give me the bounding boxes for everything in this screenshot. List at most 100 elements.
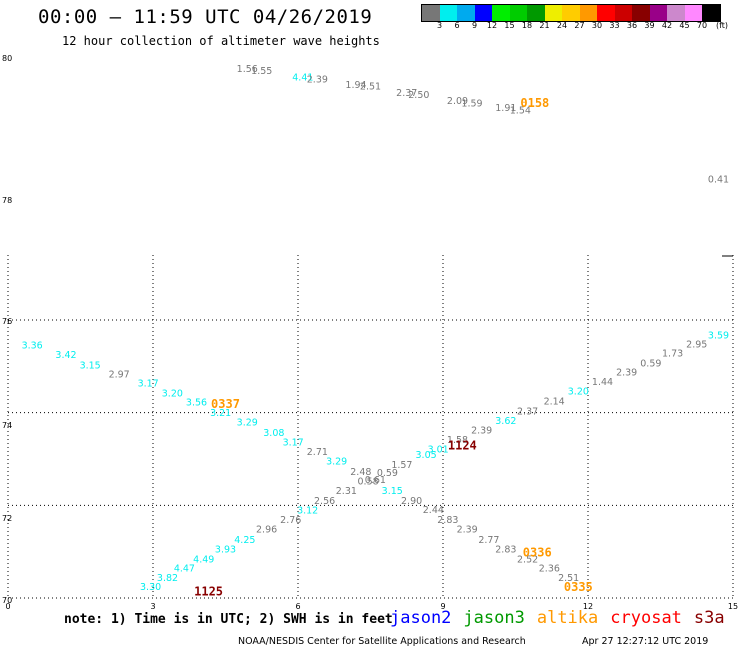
colorbar-swatch	[492, 5, 510, 21]
wave-height-value: 3.21	[210, 408, 231, 419]
wave-height-value: 3.29	[326, 457, 347, 468]
pass-time-label: 1125	[194, 585, 223, 599]
colorbar-labels: 3 6 9 12 15 18 21 24 27 30 33 36 39 42 45 70	[421, 21, 740, 33]
wave-height-value: 1.59	[461, 98, 482, 109]
colorbar-label: 12	[486, 21, 498, 30]
wave-height-value: 2.36	[539, 564, 560, 575]
colorbar-label: 3	[436, 21, 443, 30]
lon-tick-label: 12	[583, 602, 593, 611]
wave-height-value: 3.59	[708, 331, 729, 342]
wave-height-value: 3.20	[568, 387, 589, 398]
colorbar-swatch	[562, 5, 580, 21]
page-title: 00:00 – 11:59 UTC 04/26/2019	[38, 6, 373, 28]
lat-tick-label: 76	[2, 317, 12, 326]
wave-height-value: 2.39	[307, 75, 328, 86]
wave-height-value: 3.56	[186, 398, 207, 409]
colorbar-label: 6	[454, 21, 460, 30]
wave-height-value: 4.49	[193, 554, 214, 565]
wave-height-value: 3.17	[138, 379, 159, 390]
lat-tick-label: 78	[2, 196, 12, 205]
wave-height-value: 1.94	[345, 80, 366, 91]
colorbar-label: 70	[696, 21, 708, 30]
wave-height-value: 2.39	[457, 525, 478, 536]
wave-height-value: 0.58	[358, 476, 379, 487]
wave-height-value: 2.39	[616, 368, 637, 379]
wave-height-value: 0.59	[377, 468, 398, 479]
wave-height-value: 2.97	[109, 369, 130, 380]
wave-height-value: 3.36	[22, 341, 43, 352]
wave-height-value: 4.25	[234, 535, 255, 546]
wave-height-value: 3.15	[80, 361, 101, 372]
wave-height-value: 2.56	[314, 496, 335, 507]
colorbar-label: 18	[521, 21, 533, 30]
lon-tick-label: 0	[5, 602, 10, 611]
wave-height-value: 3.20	[162, 388, 183, 399]
lon-tick-label: 3	[150, 602, 155, 611]
wave-height-value: 1.91	[495, 103, 516, 114]
wave-height-value: 2.83	[437, 515, 458, 526]
wave-height-value: 2.50	[408, 90, 429, 101]
wave-height-value: 1.55	[251, 66, 272, 77]
wave-height-value: 2.51	[558, 573, 579, 584]
wave-height-value: 3.62	[495, 416, 516, 427]
lat-tick-label: 74	[2, 421, 12, 430]
wave-height-value: 3.15	[382, 486, 403, 497]
colorbar-label: 21	[539, 21, 550, 30]
colorbar-label: 30	[591, 21, 603, 30]
wave-height-value: 1.54	[510, 105, 531, 116]
pass-time-label: 0335	[564, 580, 593, 594]
colorbar-swatch	[597, 5, 615, 21]
wave-height-value: 2.83	[495, 545, 516, 556]
wave-height-value: 1.58	[447, 435, 468, 446]
legend-item: jason3	[463, 608, 525, 628]
lat-tick-label: 80	[2, 54, 12, 63]
wave-height-value: 0.59	[640, 358, 661, 369]
wave-height-value: 3.29	[237, 418, 258, 429]
wave-height-value: 2.90	[401, 496, 422, 507]
colorbar-swatch	[544, 5, 562, 21]
wave-height-value: 2.51	[360, 82, 381, 93]
pass-time-label: 0337	[211, 397, 240, 411]
map-grid	[7, 255, 734, 599]
wave-height-value: 3.12	[297, 506, 318, 517]
colorbar-swatch	[527, 5, 545, 21]
wave-height-value: 2.76	[280, 515, 301, 526]
wave-height-value: 2.14	[544, 396, 565, 407]
wave-height-value: 2.95	[686, 339, 707, 350]
satellite-legend: jason2 jason3 altika cryosat s3a	[390, 608, 737, 628]
wave-height-value: 3.93	[215, 545, 236, 556]
pass-time-label: 0158	[520, 96, 549, 110]
legend-item: s3a	[693, 608, 725, 628]
wave-height-value: 3.05	[416, 450, 437, 461]
lat-tick-label: 70	[2, 596, 12, 605]
wave-height-value: 1.44	[592, 377, 613, 388]
wave-height-values: 1.561.554.412.391.942.512.372.502.091.59…	[22, 64, 729, 593]
colorbar-label: 39	[644, 21, 655, 30]
wave-height-value: 2.31	[336, 486, 357, 497]
colorbar-swatch	[702, 5, 720, 21]
colorbar-label: 9	[471, 21, 478, 30]
wave-height-value: 2.37	[517, 407, 538, 418]
colorbar-label: 45	[679, 21, 690, 30]
wave-height-value: 2.71	[307, 447, 328, 458]
colorbar-swatch	[457, 5, 475, 21]
colorbar-swatch	[614, 5, 632, 21]
pass-time-labels: 0158 0337 1124 0336 0335 1125	[194, 96, 593, 599]
wave-height-value: 3.17	[283, 438, 304, 449]
wave-height-value: 2.52	[517, 554, 538, 565]
wave-height-value: 2.96	[256, 525, 277, 536]
wave-height-value: 0.41	[708, 175, 729, 186]
colorbar-label: 24	[556, 21, 568, 30]
wave-height-value: 3.82	[157, 573, 178, 584]
colorbar-swatch	[509, 5, 527, 21]
wave-height-value: 3.30	[140, 582, 161, 593]
wave-height-value: 4.47	[174, 564, 195, 575]
wave-height-value: 2.39	[471, 426, 492, 437]
note-text: note: 1) Time is in UTC; 2) SWH is in fe…	[64, 612, 393, 627]
colorbar-swatch	[649, 5, 667, 21]
lon-tick-label: 6	[295, 602, 300, 611]
colorbar-swatch	[474, 5, 492, 21]
wave-height-value: 2.44	[423, 505, 444, 516]
generated-timestamp: Apr 27 12:27:12 UTC 2019	[582, 636, 709, 647]
